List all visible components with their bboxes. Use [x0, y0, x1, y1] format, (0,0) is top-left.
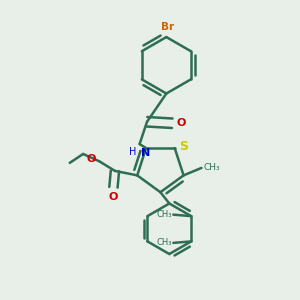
Text: H: H: [129, 147, 137, 157]
Text: S: S: [179, 140, 188, 153]
Text: Br: Br: [161, 22, 174, 32]
Text: N: N: [141, 148, 150, 158]
Text: O: O: [108, 192, 118, 202]
Text: O: O: [86, 154, 96, 164]
Text: CH₃: CH₃: [156, 210, 172, 219]
Text: CH₃: CH₃: [156, 238, 172, 247]
Text: CH₃: CH₃: [204, 163, 220, 172]
Text: O: O: [177, 118, 186, 128]
